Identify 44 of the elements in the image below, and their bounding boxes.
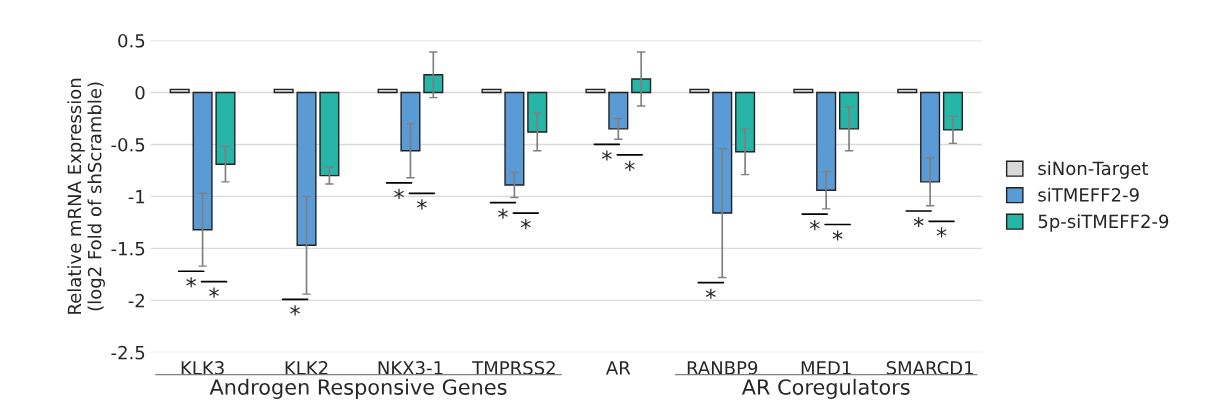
bar	[735, 91, 756, 153]
annotation: *	[913, 216, 924, 228]
y-axis-title: Relative mRNA Expression (log2 Fold of shScramble)	[67, 78, 105, 314]
bar	[215, 91, 236, 165]
bar	[400, 91, 421, 152]
annotation: *	[601, 150, 612, 161]
bar	[527, 91, 548, 133]
bar	[838, 91, 860, 130]
text: Androgen Responsive Genes	[209, 378, 507, 399]
legend-label: siNon-Target	[1038, 161, 1149, 179]
bar	[319, 91, 340, 177]
bar	[504, 91, 525, 186]
x-tick-label: RANBP9	[687, 361, 758, 375]
annotation: *	[290, 305, 300, 316]
x-tick-label: AR	[606, 361, 631, 375]
annotation: *	[394, 188, 404, 199]
annotation: *	[624, 160, 635, 171]
annotation: *	[416, 199, 427, 210]
annotation: *	[520, 219, 531, 230]
text: AR Coregulators	[741, 378, 910, 399]
legend-label: 5p-siTMEFF2-9	[1038, 214, 1169, 232]
y-tick-label: -1	[128, 190, 145, 204]
annotation: *	[209, 287, 219, 298]
bar	[192, 91, 213, 231]
bar	[816, 91, 837, 191]
bar	[712, 91, 733, 214]
bar	[920, 91, 941, 183]
bar	[296, 91, 317, 246]
legend-label: siTMEFF2-9	[1038, 187, 1139, 202]
annotation: *	[705, 288, 716, 299]
y-tick-label: -0.5	[111, 137, 145, 152]
bar	[608, 91, 629, 130]
annotation: *	[498, 208, 508, 219]
y-tick-label: -2.5	[111, 345, 145, 360]
x-tick-label: SMARCD1	[886, 361, 973, 375]
y-tick-label: -2	[128, 293, 144, 308]
bar	[942, 91, 964, 131]
annotation: *	[809, 220, 820, 231]
y-tick-label: 0.5	[118, 33, 145, 48]
y-tick-label: -1.5	[111, 242, 145, 256]
y-tick-label: 0	[135, 85, 145, 100]
annotation: *	[936, 227, 947, 238]
annotation: *	[186, 277, 197, 288]
annotation: *	[832, 230, 843, 241]
